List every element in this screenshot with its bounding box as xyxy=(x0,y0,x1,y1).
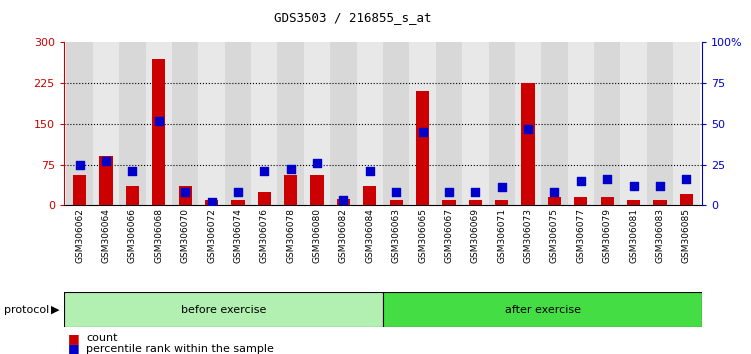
Bar xyxy=(409,42,436,205)
Text: percentile rank within the sample: percentile rank within the sample xyxy=(86,344,274,354)
Bar xyxy=(680,194,693,205)
Bar xyxy=(258,192,271,205)
Bar xyxy=(251,42,278,205)
Bar xyxy=(541,42,568,205)
Point xyxy=(285,167,297,172)
Point xyxy=(575,178,587,184)
Bar xyxy=(469,200,482,205)
Bar xyxy=(521,83,535,205)
Text: after exercise: after exercise xyxy=(505,305,581,315)
Bar xyxy=(575,197,587,205)
Bar xyxy=(653,200,667,205)
Point xyxy=(100,159,112,164)
Text: ■: ■ xyxy=(68,342,80,354)
Point xyxy=(179,189,192,195)
Bar xyxy=(647,42,673,205)
Bar xyxy=(383,42,409,205)
Bar xyxy=(330,42,357,205)
Bar xyxy=(462,42,488,205)
Text: before exercise: before exercise xyxy=(181,305,266,315)
Bar xyxy=(119,42,146,205)
Bar xyxy=(357,42,383,205)
Point xyxy=(363,168,376,174)
Bar xyxy=(627,200,640,205)
Bar xyxy=(594,42,620,205)
Bar xyxy=(73,176,86,205)
Bar xyxy=(304,42,330,205)
Bar xyxy=(390,200,403,205)
Point xyxy=(74,162,86,167)
Bar xyxy=(416,91,429,205)
Bar xyxy=(363,186,376,205)
Text: GDS3503 / 216855_s_at: GDS3503 / 216855_s_at xyxy=(274,11,432,24)
Bar xyxy=(152,59,165,205)
Point xyxy=(496,184,508,190)
Point xyxy=(602,176,614,182)
Bar xyxy=(126,186,139,205)
Bar xyxy=(515,42,541,205)
Bar xyxy=(284,176,297,205)
Bar xyxy=(495,200,508,205)
Point xyxy=(522,126,534,132)
Bar xyxy=(548,197,561,205)
Bar xyxy=(488,42,515,205)
Bar xyxy=(442,200,456,205)
Point xyxy=(232,189,244,195)
Point xyxy=(417,129,429,135)
Bar xyxy=(67,42,93,205)
Text: ▶: ▶ xyxy=(51,305,59,315)
Point xyxy=(311,160,323,166)
Bar xyxy=(205,200,218,205)
Bar xyxy=(337,199,350,205)
Bar xyxy=(278,42,304,205)
Bar xyxy=(383,292,702,327)
Point xyxy=(548,189,560,195)
Point xyxy=(680,176,692,182)
Point xyxy=(391,189,403,195)
Bar xyxy=(64,292,702,297)
Bar xyxy=(310,176,324,205)
Bar xyxy=(179,186,192,205)
Text: ■: ■ xyxy=(68,332,80,344)
Bar xyxy=(673,42,699,205)
Point xyxy=(206,199,218,205)
Point xyxy=(469,189,481,195)
Bar xyxy=(172,42,198,205)
Bar xyxy=(436,42,462,205)
Point xyxy=(443,189,455,195)
Bar xyxy=(64,292,383,327)
Bar xyxy=(225,42,251,205)
Bar xyxy=(99,156,113,205)
Bar xyxy=(601,197,614,205)
Bar xyxy=(93,42,119,205)
Point xyxy=(628,183,640,189)
Bar xyxy=(198,42,225,205)
Bar xyxy=(231,200,245,205)
Text: count: count xyxy=(86,333,118,343)
Bar xyxy=(620,42,647,205)
Point xyxy=(258,168,270,174)
Point xyxy=(654,183,666,189)
Point xyxy=(152,118,164,124)
Bar xyxy=(146,42,172,205)
Text: protocol: protocol xyxy=(4,305,49,315)
Point xyxy=(126,168,138,174)
Bar xyxy=(568,42,594,205)
Point xyxy=(337,198,349,203)
